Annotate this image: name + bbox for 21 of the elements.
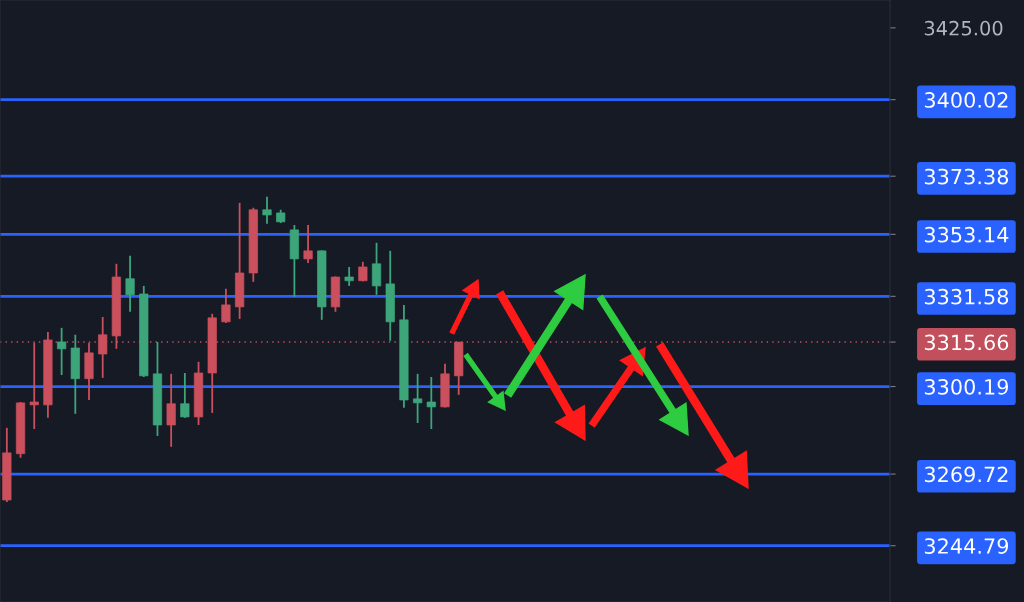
candlestick — [371, 241, 382, 296]
candlestick — [426, 376, 436, 430]
y-tick-label: 3400.02 — [924, 92, 1008, 108]
y-tick-label: 3244.79 — [924, 538, 1009, 554]
y-tick-label: 3331.58 — [924, 288, 1009, 305]
candlestick — [221, 287, 231, 324]
y-tick-label: 3300.19 — [924, 378, 1009, 395]
candlestick — [413, 372, 423, 424]
candlestick — [98, 316, 108, 379]
candlestick — [57, 326, 67, 376]
y-tick-label: 3315.66 — [924, 334, 1009, 351]
y-tick-label: 3269.72 — [924, 466, 1008, 483]
candlestick — [166, 372, 176, 448]
y-tick-label: 3425.00 — [924, 20, 1003, 36]
candlestick — [262, 195, 272, 225]
candlestick — [303, 224, 313, 264]
candlestick — [344, 266, 354, 287]
y-tick-label: 3353.14 — [924, 226, 1009, 243]
candlestick — [125, 254, 135, 313]
candlestick — [180, 372, 190, 419]
y-tick-label: 3373.38 — [924, 168, 1009, 185]
